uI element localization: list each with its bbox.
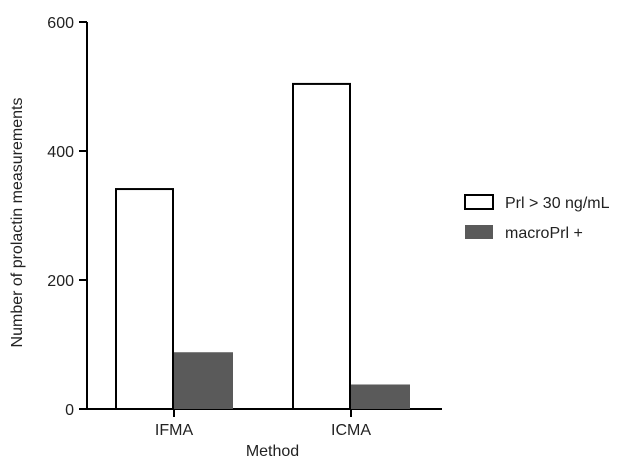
x-tick-label: IFMA — [155, 422, 194, 439]
bar-icma-series-1 — [292, 82, 351, 410]
x-tick-label: ICMA — [331, 422, 371, 439]
y-ticks: 0 200 400 600 — [47, 15, 87, 419]
bar-icma-series-2 — [351, 384, 410, 409]
bar-ifma-series-1 — [115, 188, 174, 410]
legend: Prl > 30 ng/mL macroPrl + — [464, 194, 610, 242]
legend-swatch — [464, 194, 494, 210]
y-tick-label: 200 — [47, 273, 74, 290]
bars — [115, 82, 410, 410]
y-tick-label: 400 — [47, 144, 74, 161]
y-axis-title: Number of prolactin measurements — [9, 98, 26, 348]
bar-ifma-series-2 — [174, 352, 233, 409]
x-axis-title: Method — [246, 443, 299, 460]
legend-label: macroPrl + — [505, 225, 583, 242]
legend-swatch — [465, 225, 493, 239]
x-ticks: IFMA ICMA — [155, 409, 371, 439]
legend-label: Prl > 30 ng/mL — [505, 195, 610, 212]
y-tick-label: 0 — [65, 402, 74, 419]
y-tick-label: 600 — [47, 15, 74, 32]
